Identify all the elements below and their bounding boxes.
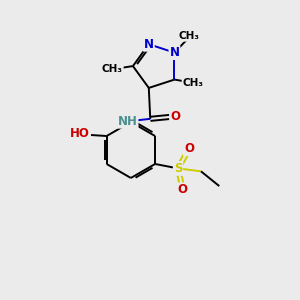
Text: CH₃: CH₃ [179, 31, 200, 41]
Text: O: O [170, 110, 180, 123]
Text: HO: HO [70, 128, 90, 140]
Text: N: N [144, 38, 154, 51]
Text: O: O [178, 183, 188, 196]
Text: O: O [184, 142, 194, 155]
Text: N: N [169, 46, 179, 59]
Text: S: S [174, 162, 182, 175]
Text: CH₃: CH₃ [182, 77, 203, 88]
Text: NH: NH [118, 115, 137, 128]
Text: CH₃: CH₃ [102, 64, 123, 74]
